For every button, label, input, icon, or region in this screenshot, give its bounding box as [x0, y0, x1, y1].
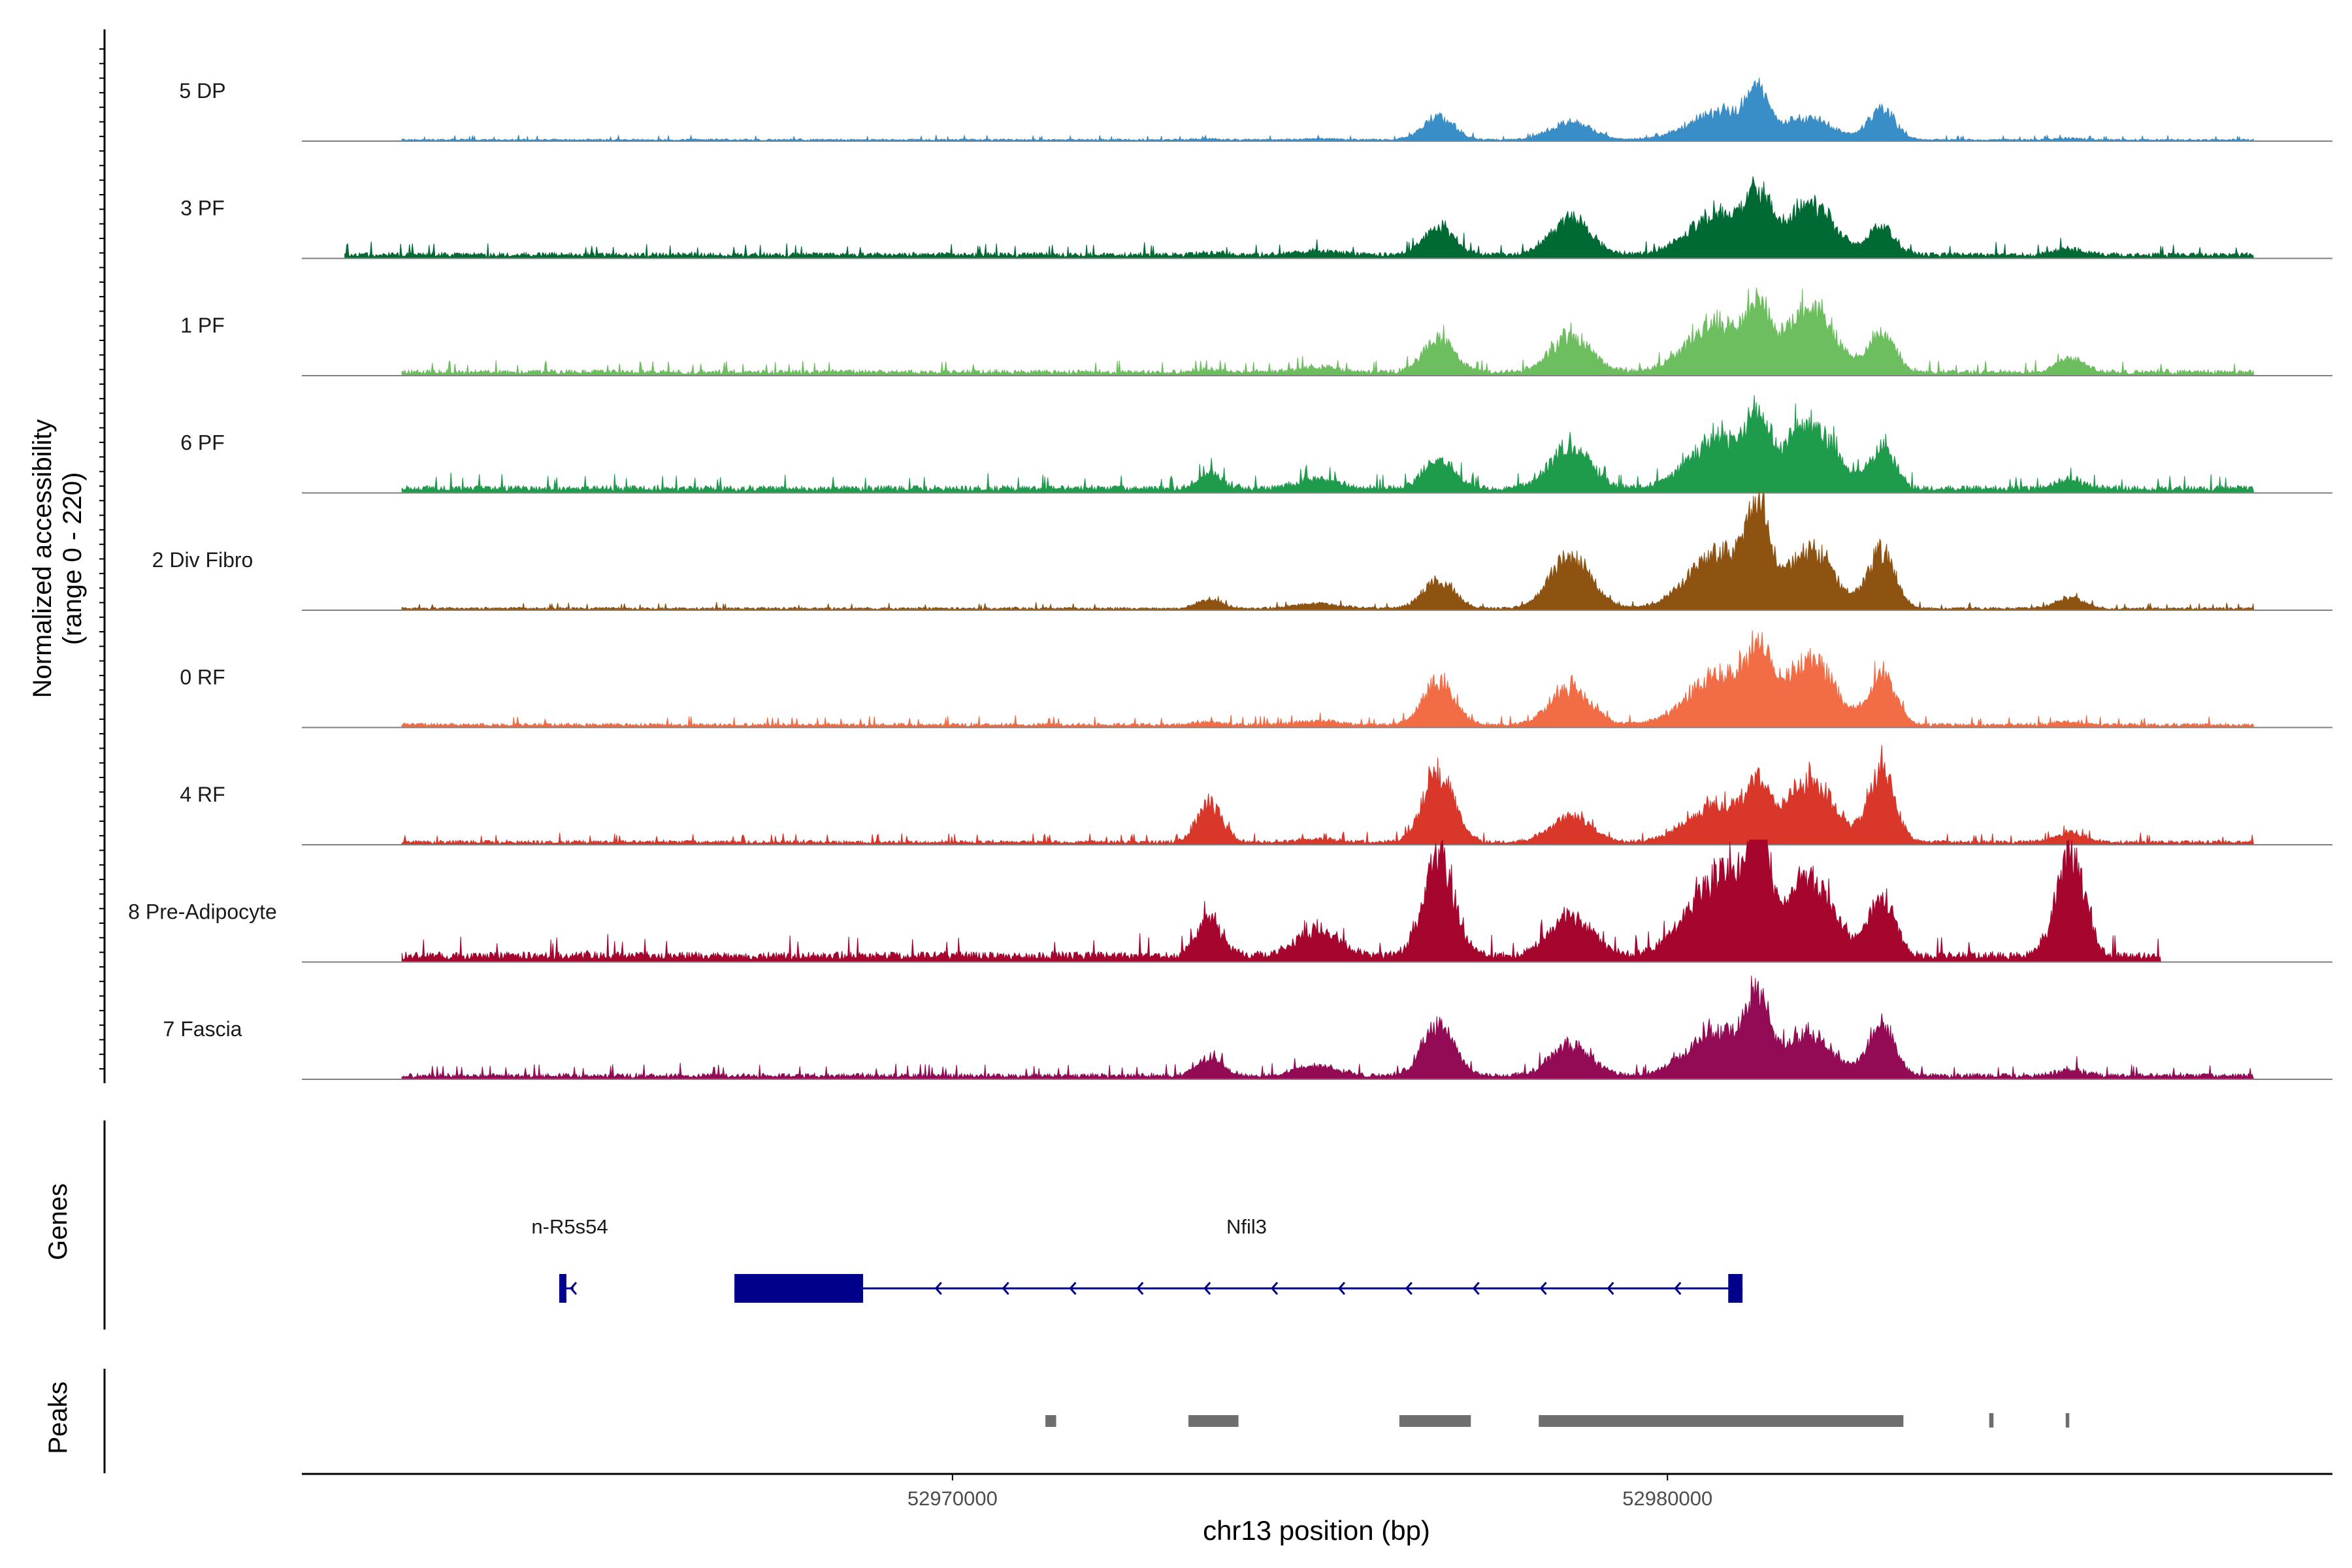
coverage-y-axis [99, 29, 106, 1083]
coverage-area [401, 838, 2161, 962]
track-label: 0 RF [180, 666, 225, 689]
strand-chevron-icon [1674, 1282, 1682, 1295]
track-label: 6 PF [180, 431, 225, 455]
peak-interval [1399, 1415, 1471, 1427]
strand-chevron-icon [1002, 1282, 1009, 1295]
gene-n-r5s54: n-R5s54 [531, 1215, 608, 1303]
strand-chevron-icon [569, 1282, 578, 1295]
y-axis-title-line1: Normalized accessibility [28, 419, 57, 698]
peak-interval [1045, 1415, 1056, 1427]
peaks-panel-title: Peaks [44, 1381, 73, 1454]
gene-exon [559, 1274, 566, 1303]
gene-exon [1728, 1274, 1743, 1303]
strand-chevron-icon [1539, 1282, 1547, 1295]
track-3-pf: 3 PF [180, 176, 2332, 259]
coverage-area [401, 491, 2255, 611]
gene-label: Nfil3 [1226, 1215, 1267, 1238]
coverage-area [401, 395, 2255, 493]
x-tick-label: 52970000 [907, 1487, 998, 1510]
track-8-pre-adipocyte: 8 Pre-Adipocyte [128, 838, 2332, 963]
coverage-area [401, 975, 2255, 1080]
peak-interval [1188, 1415, 1239, 1427]
track-4-rf: 4 RF [180, 745, 2332, 845]
y-axis-title-line2: (range 0 - 220) [58, 472, 87, 645]
strand-chevron-icon [1271, 1282, 1279, 1295]
strand-chevron-icon [1203, 1282, 1211, 1295]
track-label: 2 Div Fibro [152, 548, 253, 572]
track-label: 1 PF [180, 314, 225, 337]
strand-chevron-icon [1405, 1282, 1413, 1295]
peaks-track [103, 1369, 2070, 1473]
peak-interval [1989, 1413, 1994, 1428]
peak-interval [1539, 1415, 1904, 1427]
track-0-rf: 0 RF [180, 630, 2332, 728]
strand-chevron-icon [1136, 1282, 1144, 1295]
gene-nfil3: Nfil3 [734, 1215, 1743, 1303]
x-axis: 52970000 52980000 [302, 1473, 2332, 1510]
track-label: 5 DP [179, 79, 225, 103]
strand-chevron-icon [1069, 1282, 1077, 1295]
gene-label: n-R5s54 [531, 1215, 608, 1238]
x-tick-label: 52980000 [1622, 1487, 1712, 1510]
coverage-area [401, 77, 2255, 142]
track-label: 7 Fascia [163, 1017, 242, 1041]
coverage-area [401, 287, 2255, 376]
genes-track: n-R5s54 Nfil3 [103, 1120, 1743, 1330]
peak-interval [2065, 1413, 2070, 1428]
strand-chevron-icon [1337, 1282, 1346, 1295]
coverage-area [344, 176, 2255, 259]
track-6-pf: 6 PF [180, 395, 2332, 494]
strand-chevron-icon [934, 1282, 942, 1295]
coverage-tracks: 5 DP 3 PF 1 PF 6 PF 2 Div Fibro 0 RF 4 RF 8 Pre… [128, 77, 2332, 1080]
strand-chevron-icon [1472, 1282, 1480, 1295]
track-label: 4 RF [180, 783, 225, 806]
track-2-div-fibro: 2 Div Fibro [152, 491, 2332, 611]
track-5-dp: 5 DP [179, 77, 2332, 142]
track-7-fascia: 7 Fascia [163, 975, 2332, 1080]
strand-chevron-icon [1607, 1282, 1614, 1295]
coverage-area [401, 630, 2255, 728]
coverage-area [401, 745, 2255, 845]
x-axis-title: chr13 position (bp) [1203, 1515, 1430, 1546]
track-1-pf: 1 PF [180, 287, 2332, 376]
gene-exon [734, 1274, 864, 1303]
genes-panel-title: Genes [44, 1183, 73, 1260]
track-label: 3 PF [180, 197, 225, 220]
track-label: 8 Pre-Adipocyte [128, 900, 277, 924]
